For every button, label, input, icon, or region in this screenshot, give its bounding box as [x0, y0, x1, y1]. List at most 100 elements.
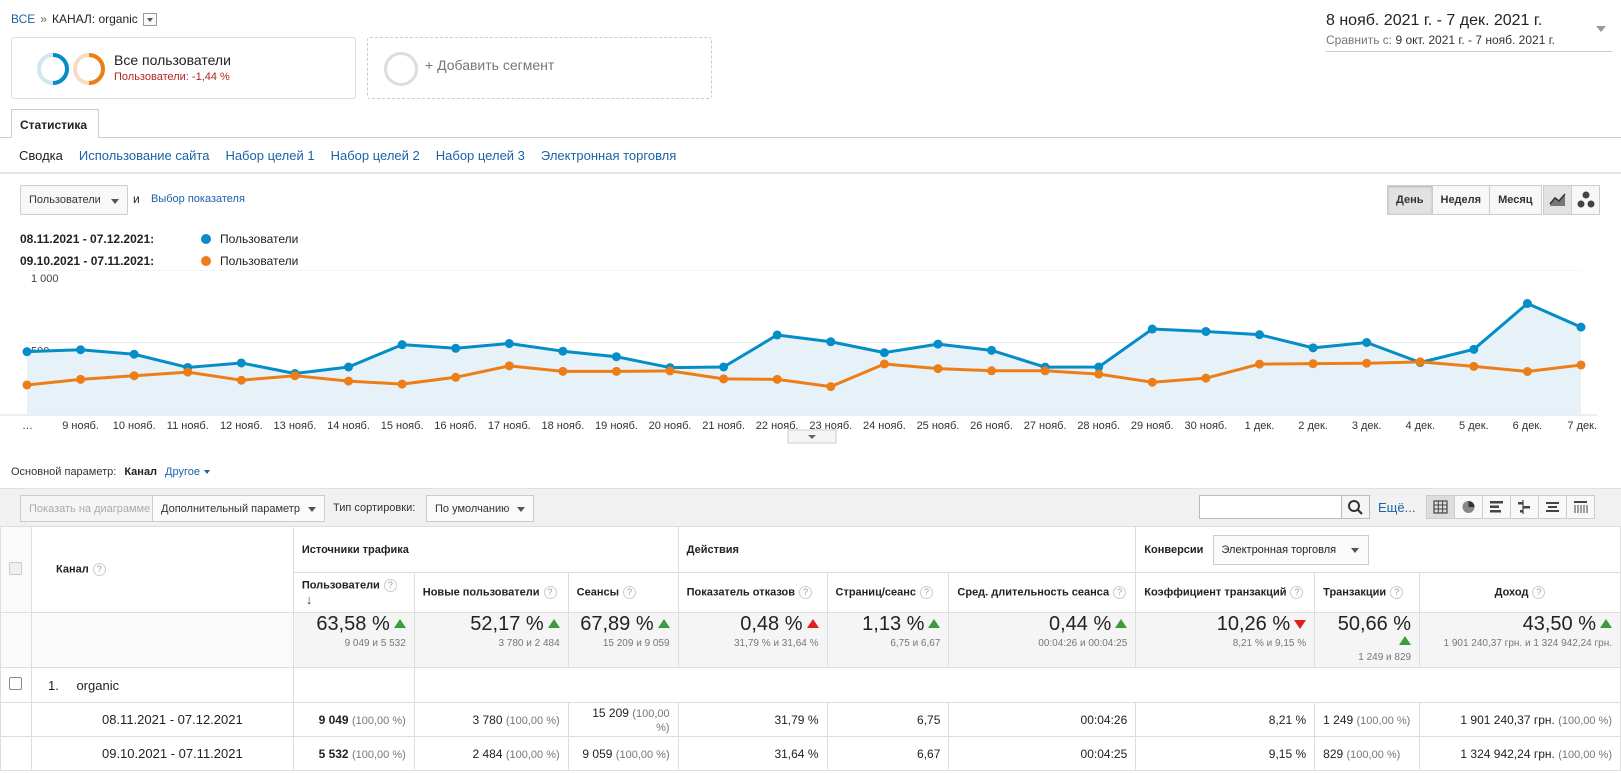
- view-pie-button[interactable]: [1454, 495, 1483, 519]
- breadcrumb-current: КАНАЛ: organic: [51, 12, 138, 26]
- x-tick-label: 22 нояб.: [756, 420, 799, 432]
- conversion-type-value: Электронная торговля: [1221, 543, 1337, 556]
- col-avg-duration-header[interactable]: Сред. длительность сеанса?: [948, 572, 1137, 613]
- cell-sessions-value: 15 209: [592, 705, 629, 720]
- view-table-button[interactable]: [1426, 495, 1455, 519]
- data-point: [236, 375, 246, 385]
- summary-compare-values: 31,79 % и 31,64 %: [733, 638, 819, 649]
- summary-pct: 1,13 %: [862, 613, 925, 635]
- period-day-button[interactable]: День: [1387, 185, 1433, 215]
- date-range-picker[interactable]: 8 нояб. 2021 г. - 7 дек. 2021 г. Сравнит…: [1326, 12, 1612, 52]
- summary-bounce-change: 0,48 %: [687, 613, 819, 636]
- help-icon[interactable]: ?: [1113, 586, 1127, 599]
- summary-compare-values: 9 049 и 5 532: [344, 638, 406, 649]
- help-icon[interactable]: ?: [1390, 586, 1404, 599]
- segment-all-users[interactable]: Все пользователи Пользователи: -1,44 %: [11, 37, 356, 99]
- cell-users: 5 532 (100,00 %): [292, 736, 415, 771]
- help-icon[interactable]: ?: [92, 563, 106, 576]
- metric-select[interactable]: Пользователи: [20, 185, 128, 215]
- breadcrumb-dropdown-icon[interactable]: [142, 12, 157, 26]
- subnav-goal-set-1[interactable]: Набор целей 1: [225, 148, 315, 163]
- col-revenue-label: Доход: [1494, 586, 1529, 599]
- row-channel-name[interactable]: organic: [76, 677, 120, 693]
- period-month-button[interactable]: Месяц: [1489, 185, 1542, 215]
- subnav-goal-set-3[interactable]: Набор целей 3: [435, 148, 525, 163]
- legend-dot-orange-icon: [201, 256, 211, 266]
- help-icon[interactable]: ?: [543, 586, 557, 599]
- show-on-chart-button[interactable]: Показать на диаграмме: [20, 495, 160, 522]
- data-point: [129, 371, 139, 381]
- add-segment-button[interactable]: + Добавить сегмент: [367, 37, 712, 99]
- x-tick-label: 4 дек.: [1405, 420, 1435, 432]
- table-search-input[interactable]: [1199, 495, 1342, 519]
- cell-transactions: 829 (100,00 %): [1314, 736, 1421, 771]
- col-pages-per-session-header[interactable]: Страниц/сеанс?: [826, 572, 950, 613]
- compare-label: Сравнить с:: [1326, 33, 1393, 47]
- cell-sessions: 15 209 (100,00 %): [567, 702, 679, 737]
- data-point: [1201, 373, 1211, 383]
- data-point: [879, 348, 889, 358]
- select-all-checkbox[interactable]: [9, 561, 23, 575]
- conversion-type-select[interactable]: Электронная торговля: [1212, 534, 1370, 565]
- dimension-channel[interactable]: Канал: [124, 466, 158, 478]
- help-icon[interactable]: ?: [383, 578, 397, 592]
- subnav-site-usage[interactable]: Использование сайта: [78, 148, 210, 163]
- sort-type-select[interactable]: По умолчанию: [426, 495, 535, 522]
- table-search-button[interactable]: [1341, 495, 1370, 519]
- subnav-goal-set-2[interactable]: Набор целей 2: [330, 148, 420, 163]
- summary-revenue: 43,50 % 1 901 240,37 грн. и 1 324 942,24 …: [1419, 612, 1621, 668]
- period-week-button[interactable]: Неделя: [1431, 185, 1491, 215]
- help-icon[interactable]: ?: [1532, 586, 1546, 599]
- arrow-down-icon: [1294, 620, 1307, 629]
- secondary-dimension-select[interactable]: Дополнительный параметр: [152, 495, 325, 522]
- help-icon[interactable]: ?: [799, 586, 813, 599]
- view-comparison-button[interactable]: [1510, 495, 1539, 519]
- dimension-other-link[interactable]: Другое: [165, 466, 210, 478]
- col-revenue-header[interactable]: Доход?: [1419, 572, 1621, 613]
- cell-new-users-pct: (100,00 %): [505, 748, 560, 761]
- subnav-summary[interactable]: Сводка: [19, 148, 63, 163]
- col-bounce-header[interactable]: Показатель отказов?: [677, 572, 828, 613]
- breadcrumb-all-link[interactable]: ВСЕ: [11, 12, 36, 26]
- data-point: [1522, 298, 1532, 308]
- help-icon[interactable]: ?: [1290, 586, 1304, 599]
- tab-statistics[interactable]: Статистика: [11, 109, 99, 138]
- x-tick-label: 6 дек.: [1513, 420, 1543, 432]
- primary-dimension-label: Основной параметр:: [11, 466, 117, 478]
- row-blank-cell: [0, 702, 32, 737]
- motion-chart-button[interactable]: [1571, 185, 1600, 215]
- x-tick-label: 9 нояб.: [62, 420, 99, 432]
- view-performance-button[interactable]: [1482, 495, 1511, 519]
- cell-pages-per-session: 6,67: [826, 736, 950, 771]
- col-new-users-header[interactable]: Новые пользователи?: [413, 572, 569, 613]
- data-point: [1469, 344, 1479, 354]
- row-checkbox[interactable]: [9, 677, 23, 690]
- pick-metric-link[interactable]: Выбор показателя: [151, 193, 245, 205]
- cell-revenue: 1 324 942,24 грн. (100,00 %): [1419, 736, 1621, 771]
- summary-blank-cell: [30, 612, 294, 668]
- table-row-organic[interactable]: 1. organic: [0, 667, 1621, 703]
- table-view-toggle: [1426, 495, 1595, 519]
- more-options-link[interactable]: Ещё...: [1378, 500, 1416, 515]
- col-conversion-rate-label: Коэффициент транзакций: [1144, 586, 1287, 599]
- x-tick-label: 15 нояб.: [381, 420, 424, 432]
- primary-dimension: Основной параметр: Канал Другое: [11, 466, 210, 478]
- view-term-cloud-button[interactable]: [1538, 495, 1567, 519]
- subnav-ecommerce[interactable]: Электронная торговля: [540, 148, 677, 163]
- data-point: [987, 345, 997, 355]
- help-icon[interactable]: ?: [623, 586, 637, 599]
- line-chart-button[interactable]: [1543, 185, 1572, 215]
- help-icon[interactable]: ?: [920, 586, 934, 599]
- view-pivot-button[interactable]: [1566, 495, 1595, 519]
- compare-value: 9 окт. 2021 г. - 7 нояб. 2021 г.: [1395, 33, 1555, 47]
- col-users-header[interactable]: Пользователи? ↓: [292, 572, 415, 613]
- col-transactions-header[interactable]: Транзакции?: [1314, 572, 1421, 613]
- summary-transactions: 50,66 % 1 249 и 829: [1314, 612, 1421, 668]
- arrow-up-icon: [1115, 619, 1128, 628]
- data-table: Канал? Источники трафика Действия Конвер…: [0, 526, 1621, 771]
- summary-sessions: 67,89 % 15 209 и 9 059: [567, 612, 679, 668]
- x-tick-label: 17 нояб.: [488, 420, 531, 432]
- col-sessions-header[interactable]: Сеансы?: [567, 572, 679, 613]
- data-point: [772, 330, 782, 340]
- col-conversion-rate-header[interactable]: Коэффициент транзакций?: [1135, 572, 1316, 613]
